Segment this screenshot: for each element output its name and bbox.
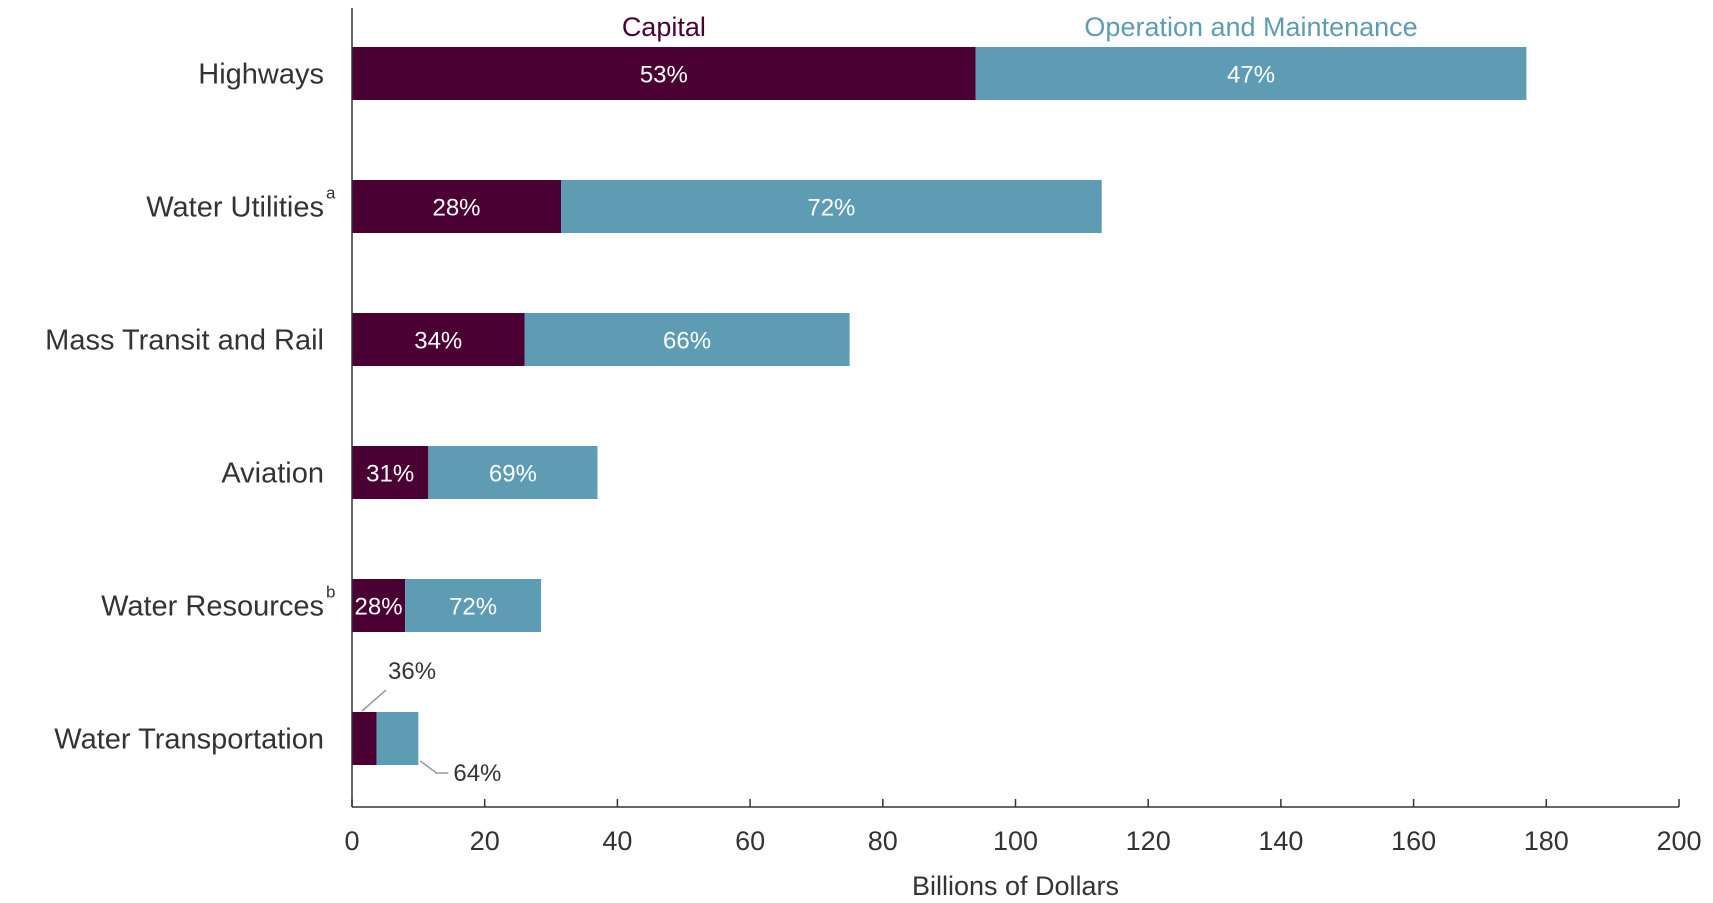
x-tick-label-60: 60: [735, 826, 765, 856]
category-note-water-resources: b: [326, 583, 335, 602]
x-tick-label-20: 20: [470, 826, 500, 856]
data-label-water-resources-om: 72%: [449, 594, 497, 621]
x-tick-label-40: 40: [602, 826, 632, 856]
data-label-highways-om: 47%: [1227, 62, 1275, 89]
leader-line-water-transportation-capital: [361, 689, 387, 712]
leader-line-water-transportation-om: [419, 760, 449, 774]
x-tick-label-160: 160: [1391, 826, 1436, 856]
data-label-water-utilities-capital: 28%: [432, 195, 480, 222]
data-label-highways-capital: 53%: [640, 62, 688, 89]
x-axis: 0 20 40 60 80 100 120 140 160 180 200: [344, 799, 1702, 856]
data-label-water-resources-capital: 28%: [355, 594, 403, 621]
bar-labels: 53% 47% 28% 72% 34% 66% 31% 69% 28% 72% 36% 64%: [355, 62, 1276, 788]
bar-aviation-capital: [352, 446, 429, 499]
x-tick-label-0: 0: [344, 826, 359, 856]
x-axis-title: Billions of Dollars: [912, 871, 1119, 901]
bar-highways-capital: [352, 47, 976, 100]
data-label-aviation-capital: 31%: [366, 461, 414, 488]
x-tick-label-200: 200: [1656, 826, 1701, 856]
bar-aviation-om: [428, 446, 598, 499]
bar-mass-transit-and-rail-om: [524, 313, 850, 366]
bar-mass-transit-and-rail-capital: [352, 313, 525, 366]
category-label-mass-transit-and-rail: Mass Transit and Rail: [45, 325, 324, 357]
bar-highways-om: [975, 47, 1527, 100]
x-tick-label-100: 100: [993, 826, 1038, 856]
bar-water-transportation-capital: [352, 712, 377, 765]
data-label-water-transportation-capital: 36%: [388, 658, 436, 685]
category-label-aviation: Aviation: [221, 458, 324, 490]
data-label-water-transportation-om: 64%: [453, 760, 501, 787]
bar-water-utilities-om: [561, 180, 1102, 233]
category-label-water-utilities: Water Utilities: [146, 192, 324, 224]
x-tick-label-180: 180: [1524, 826, 1569, 856]
data-label-mass-transit-and-rail-om: 66%: [663, 328, 711, 355]
legend: Capital Operation and Maintenance: [622, 12, 1418, 42]
data-label-water-utilities-om: 72%: [807, 195, 855, 222]
category-label-water-transportation: Water Transportation: [54, 724, 324, 756]
category-note-water-utilities: a: [326, 184, 336, 203]
legend-capital: Capital: [622, 12, 706, 42]
bar-water-transportation-om: [376, 712, 419, 765]
x-tick-label-140: 140: [1258, 826, 1303, 856]
data-label-mass-transit-and-rail-capital: 34%: [414, 328, 462, 355]
category-label-highways: Highways: [198, 59, 324, 91]
y-axis: Highways Water Utilities a Mass Transit and…: [45, 8, 353, 807]
legend-operation-maintenance: Operation and Maintenance: [1084, 12, 1417, 42]
bars: [352, 47, 1527, 765]
x-tick-label-80: 80: [868, 826, 898, 856]
bar-water-resources-capital: [352, 579, 406, 632]
x-tick-label-120: 120: [1126, 826, 1171, 856]
bar-water-resources-om: [405, 579, 542, 632]
bar-water-utilities-capital: [352, 180, 562, 233]
category-label-water-resources: Water Resources: [101, 591, 324, 623]
data-label-aviation-om: 69%: [489, 461, 537, 488]
